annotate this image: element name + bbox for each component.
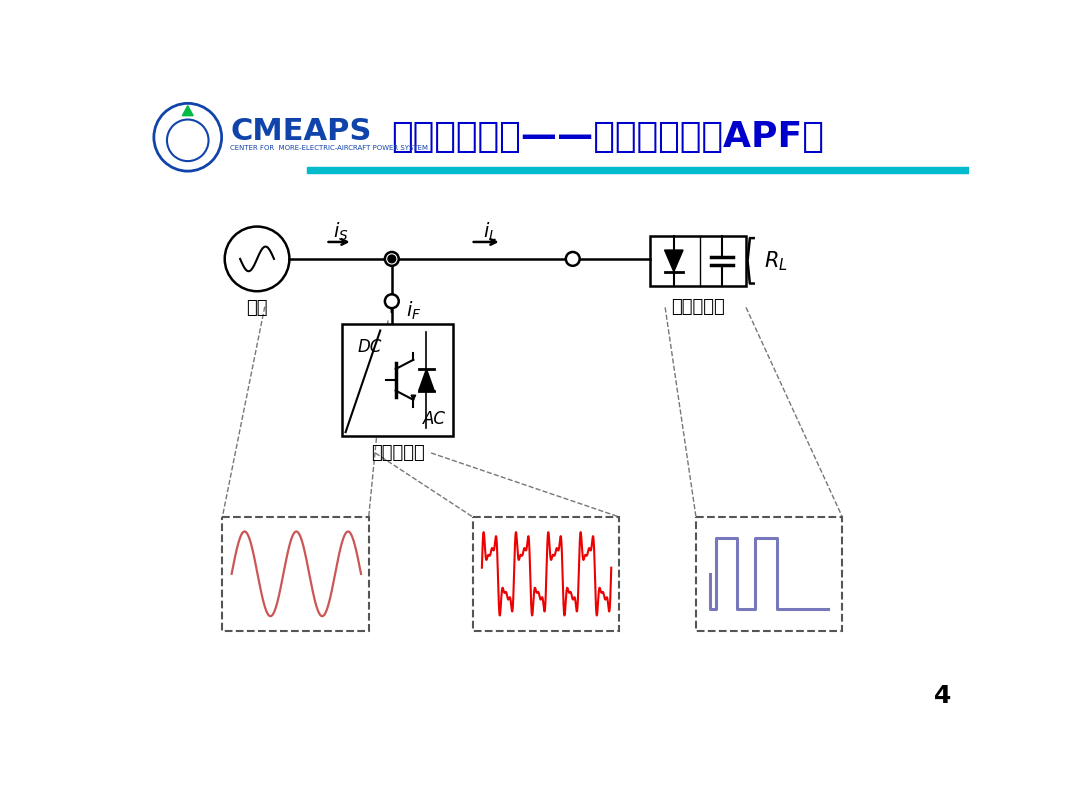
Circle shape	[384, 252, 399, 266]
Text: 高频谐波治理——有源滤波器（APF）: 高频谐波治理——有源滤波器（APF）	[391, 120, 824, 154]
Text: 有源滤波器: 有源滤波器	[370, 444, 424, 462]
Bar	[341, 324, 454, 436]
Text: $R_L$: $R_L$	[765, 249, 788, 273]
Text: AC: AC	[422, 411, 446, 428]
Polygon shape	[419, 369, 434, 390]
Text: 4: 4	[934, 684, 951, 708]
Text: 非线性负载: 非线性负载	[671, 298, 725, 317]
Polygon shape	[183, 105, 193, 116]
Circle shape	[384, 294, 399, 308]
Text: $i_F$: $i_F$	[406, 300, 421, 322]
Polygon shape	[664, 250, 683, 271]
Bar	[650, 236, 746, 286]
Bar	[307, 167, 970, 173]
Polygon shape	[411, 395, 416, 400]
Text: CMEAPS: CMEAPS	[230, 117, 372, 146]
Text: DC: DC	[357, 339, 381, 356]
Text: $i_S$: $i_S$	[333, 221, 349, 243]
Circle shape	[566, 252, 580, 266]
Circle shape	[388, 255, 395, 262]
Text: CENTER FOR  MORE-ELECTRIC-AIRCRAFT POWER SYSTEM: CENTER FOR MORE-ELECTRIC-AIRCRAFT POWER …	[230, 145, 428, 151]
Bar	[696, 517, 842, 631]
Bar	[473, 517, 619, 631]
Bar	[222, 517, 368, 631]
Text: $i_L$: $i_L$	[483, 221, 497, 243]
Text: 电网: 电网	[246, 299, 268, 318]
